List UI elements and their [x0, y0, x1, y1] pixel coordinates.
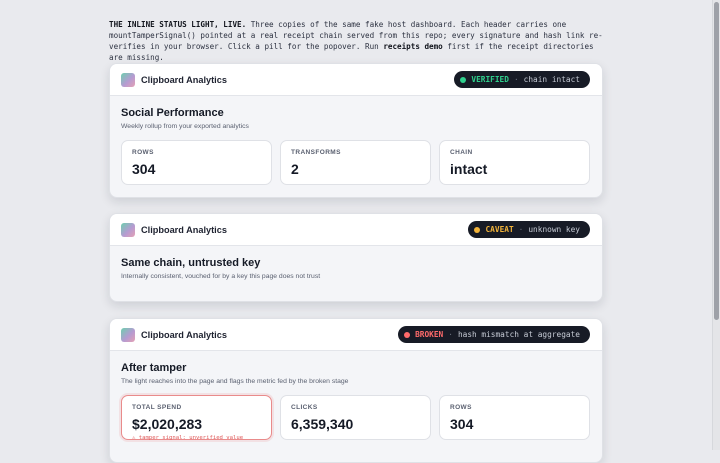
app-logo-icon: [121, 327, 135, 342]
pill-status: CAVEAT: [485, 225, 514, 234]
status-pill-verified[interactable]: VERIFIED · chain intact: [454, 71, 590, 88]
app-title: Clipboard Analytics: [141, 329, 227, 340]
metric-tile-transforms: TRANSFORMS 2: [280, 140, 431, 185]
pill-detail: unknown key: [528, 225, 580, 234]
card-subtitle: Weekly rollup from your exported analyti…: [121, 123, 249, 130]
metric-label: CLICKS: [291, 404, 318, 411]
pill-detail: hash mismatch at aggregate: [457, 330, 580, 339]
intro-command: receipts demo: [383, 42, 443, 51]
card-title: Same chain, untrusted key: [121, 257, 261, 269]
metric-value: $2,020,283: [132, 416, 203, 432]
pill-separator: ·: [513, 75, 519, 84]
app-title: Clipboard Analytics: [141, 224, 227, 235]
pill-separator: ·: [448, 330, 453, 339]
metric-value: 6,359,340: [291, 416, 354, 432]
metric-label: ROWS: [450, 404, 472, 411]
metric-label: TRANSFORMS: [291, 149, 341, 156]
status-dot-icon: [460, 76, 467, 83]
dashboard-card-caveat: Clipboard Analytics CAVEAT · unknown key…: [109, 213, 603, 302]
pill-status: BROKEN: [415, 330, 444, 339]
pill-separator: ·: [518, 225, 524, 234]
metric-label: TOTAL SPEND: [132, 404, 182, 411]
intro-text-after: first if the receipt directories are mis…: [109, 42, 594, 62]
dashboard-card-broken: Clipboard Analytics BROKEN · hash mismat…: [109, 318, 603, 463]
card-header: Clipboard Analytics BROKEN · hash mismat…: [110, 319, 602, 351]
scrollbar-thumb[interactable]: [714, 2, 719, 320]
card-header: Clipboard Analytics CAVEAT · unknown key: [110, 214, 602, 246]
app-title: Clipboard Analytics: [141, 74, 227, 85]
card-header: Clipboard Analytics VERIFIED · chain int…: [110, 64, 602, 96]
metric-tile-rows: ROWS 304: [439, 395, 590, 440]
metric-label: ROWS: [132, 149, 154, 156]
intro-text-before: Three copies of the same fake host dashb…: [109, 20, 603, 51]
pill-detail: chain intact: [523, 75, 580, 84]
app-logo-icon: [121, 72, 135, 87]
pill-status: VERIFIED: [471, 75, 509, 84]
tamper-warning: ⚠ tamper signal: unverified value: [132, 435, 244, 441]
metric-tile-total-spend: TOTAL SPEND $2,020,283 ⚠ tamper signal: …: [121, 395, 272, 441]
metric-value: 2: [291, 161, 299, 177]
card-subtitle: Internally consistent, vouched for by a …: [121, 273, 321, 280]
metric-label: CHAIN: [450, 149, 473, 156]
intro-text: THE INLINE STATUS LIGHT, LIVE. Three cop…: [109, 19, 609, 63]
status-dot-icon: [404, 331, 411, 338]
dashboard-card-verified: Clipboard Analytics VERIFIED · chain int…: [109, 63, 603, 198]
metric-value: 304: [450, 416, 474, 432]
card-subtitle: The light reaches into the page and flag…: [121, 378, 349, 385]
metric-tile-rows: ROWS 304: [121, 140, 272, 185]
app-logo-icon: [121, 222, 135, 237]
card-title: Social Performance: [121, 107, 224, 119]
status-dot-icon: [474, 226, 481, 233]
page-scrollbar[interactable]: [712, 0, 720, 450]
metric-value: intact: [450, 161, 488, 177]
card-title: After tamper: [121, 362, 187, 374]
intro-heading: THE INLINE STATUS LIGHT, LIVE.: [109, 20, 247, 29]
status-pill-caveat[interactable]: CAVEAT · unknown key: [468, 221, 590, 238]
metric-tile-clicks: CLICKS 6,359,340: [280, 395, 431, 440]
metric-value: 304: [132, 161, 156, 177]
metric-tile-chain: CHAIN intact: [439, 140, 590, 185]
status-pill-broken[interactable]: BROKEN · hash mismatch at aggregate: [398, 326, 590, 343]
